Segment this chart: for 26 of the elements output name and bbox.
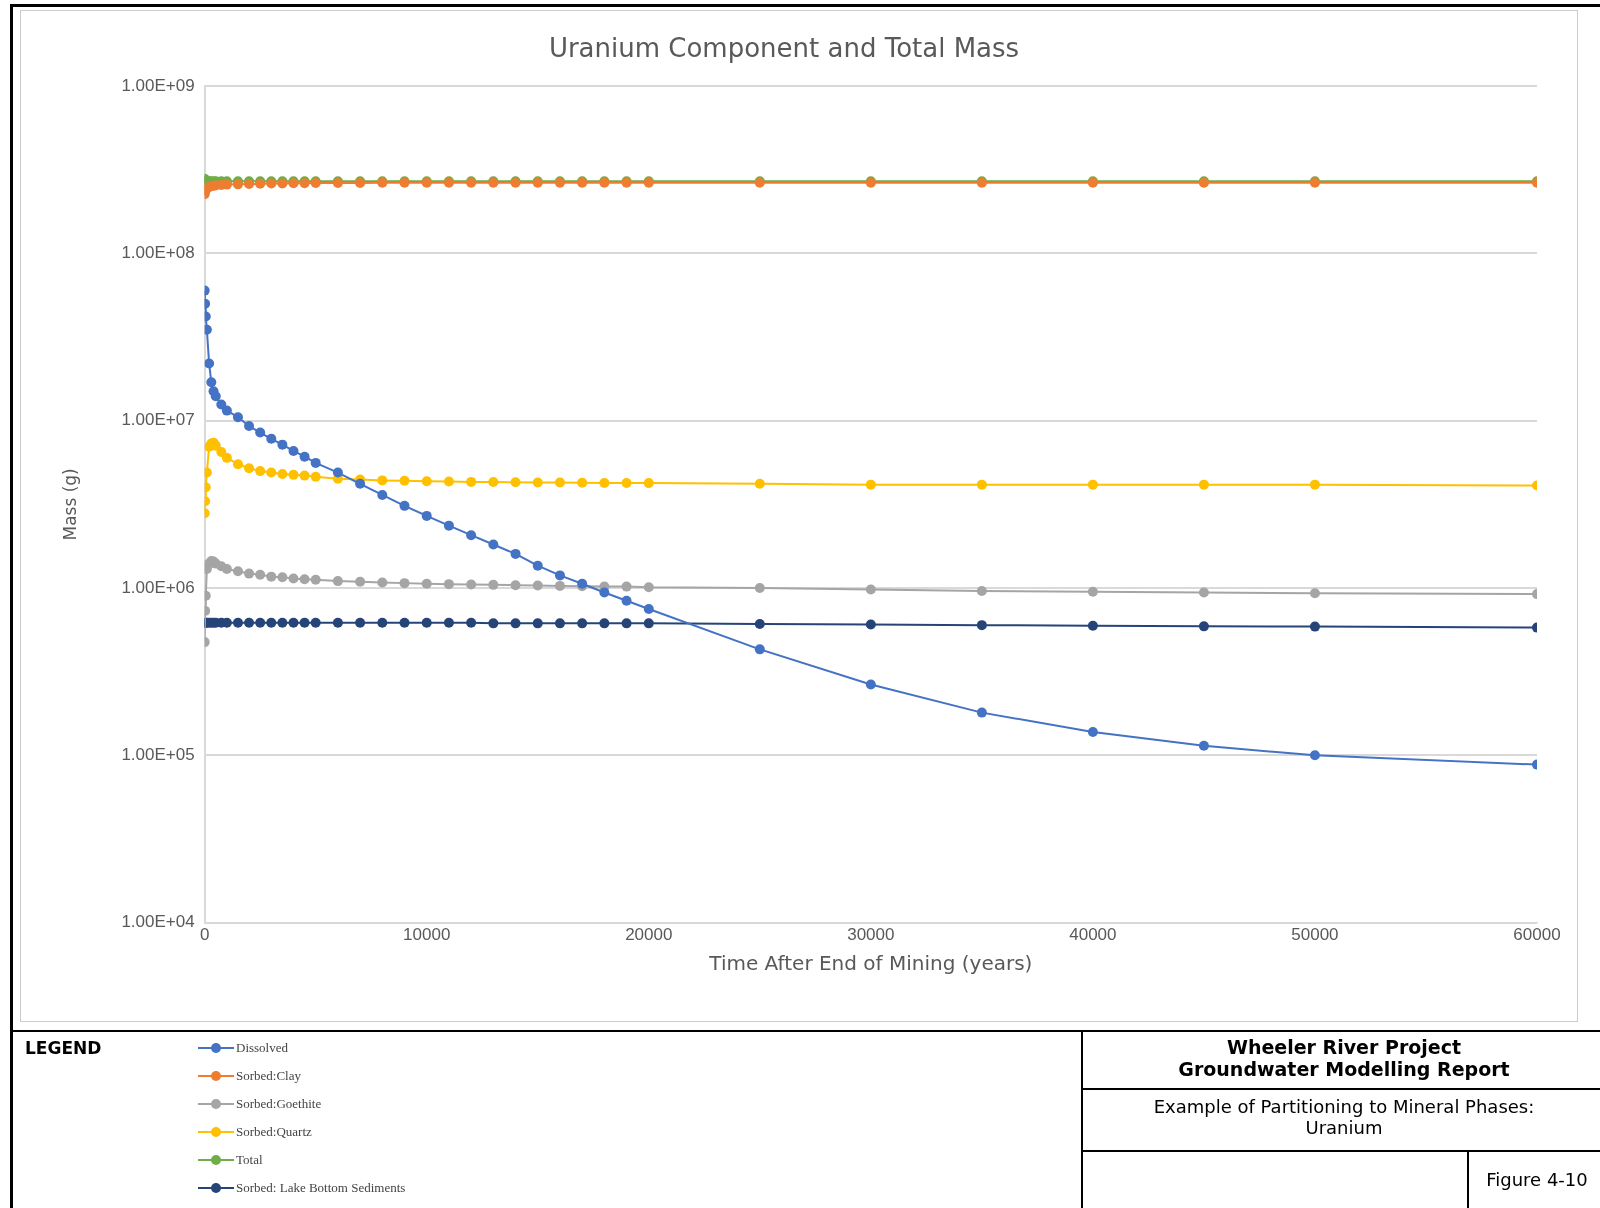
x-axis-title: Time After End of Mining (years) [708,951,1033,976]
chart-title: Uranium Component and Total Mass [548,33,1020,64]
text: Example of Partitioning to Mineral Phases: Uranium [1083,1090,1600,1152]
legend-label: Sorbed: Lake Bottom Sediments [236,1180,406,1196]
text: Wheeler River Project Groundwater Modelling Report [1083,1032,1600,1090]
legend-label: Sorbed:Goethite [236,1096,322,1112]
x-tick-label: 60000 [1513,925,1561,945]
legend-label: Total [236,1152,263,1168]
y-tick-label: 1.00E+08 [121,243,195,263]
legend-label: Sorbed:Clay [236,1068,301,1084]
y-tick-label: 1.00E+04 [121,912,195,932]
y-tick-label: 1.00E+05 [121,745,195,765]
x-tick-label: 30000 [847,925,895,945]
y-tick-label: 1.00E+07 [121,410,195,430]
y-tick-label: 1.00E+09 [121,75,195,95]
caption: Figure 4-10 [1467,1152,1600,1208]
legend-label: Dissolved [236,1040,288,1056]
legend-title: LEGEND [25,1038,102,1058]
x-tick-label: 10000 [403,925,451,945]
x-tick-label: 40000 [1069,925,1117,945]
legend-label: Sorbed:Quartz [236,1124,312,1140]
x-tick-label: 20000 [625,925,673,945]
x-tick-label: 50000 [1291,925,1339,945]
y-axis-title: Mass (g) [59,468,80,541]
y-tick-label: 1.00E+06 [121,577,195,597]
x-tick-label: 0 [199,925,210,945]
